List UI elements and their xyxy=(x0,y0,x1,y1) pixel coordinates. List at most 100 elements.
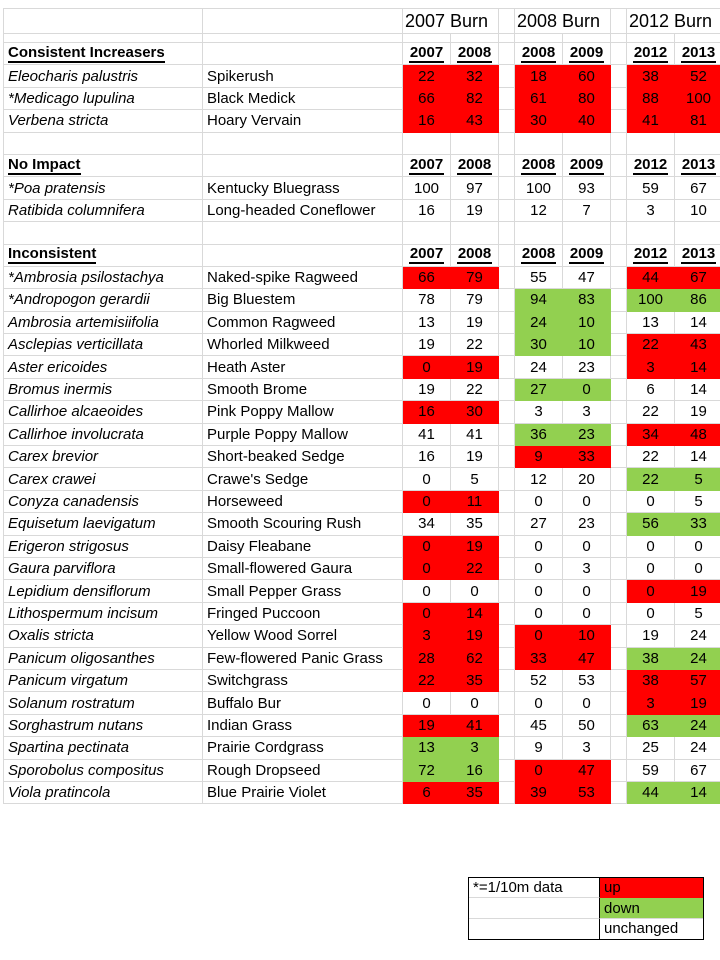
value: 61 xyxy=(530,89,547,107)
value: 47 xyxy=(578,649,595,667)
common-name: Kentucky Bluegrass xyxy=(207,179,340,197)
table-row: Spartina pectinata Prairie Cordgrass 13 3 9 3… xyxy=(4,737,720,760)
value: 22 xyxy=(642,470,659,488)
year-header: 2012 xyxy=(632,155,669,175)
value: 27 xyxy=(530,515,547,533)
value-cell: 0 xyxy=(403,490,451,514)
common-name: Buffalo Bur xyxy=(207,694,281,712)
common-name-cell: Fringed Puccoon xyxy=(203,602,403,626)
common-name: Small Pepper Grass xyxy=(207,582,342,600)
spacer-cell xyxy=(499,43,515,66)
year-header-cell: 2012 xyxy=(627,43,675,66)
empty-cell xyxy=(627,34,675,43)
species-name: Spartina pectinata xyxy=(8,739,129,757)
year-header: 2007 xyxy=(408,155,445,175)
common-name-cell: Blue Prairie Violet xyxy=(203,781,403,805)
value-cell: 0 xyxy=(451,692,499,715)
value: 53 xyxy=(578,784,595,802)
value-cell: 88 xyxy=(627,87,675,111)
spacer-cell xyxy=(611,669,627,693)
empty-cell xyxy=(515,132,563,155)
value-cell: 0 xyxy=(403,580,451,603)
species-name: *Ambrosia psilostachya xyxy=(8,269,164,287)
spacer-cell xyxy=(611,423,627,447)
species-name: Gaura parviflora xyxy=(8,560,116,578)
value: 0 xyxy=(694,560,703,578)
value-cell: 67 xyxy=(675,760,720,782)
table-row: Panicum virgatum Switchgrass 22 35 52 53 38 57 xyxy=(4,669,720,693)
value: 38 xyxy=(642,649,659,667)
value: 0 xyxy=(534,582,543,600)
value: 35 xyxy=(466,672,483,690)
common-name: Heath Aster xyxy=(207,358,286,376)
value-cell: 13 xyxy=(403,737,451,760)
value: 3 xyxy=(646,201,655,219)
common-name: Common Ragweed xyxy=(207,313,336,331)
value-cell: 94 xyxy=(515,289,563,312)
spacer-cell xyxy=(611,132,627,155)
value-cell: 32 xyxy=(451,65,499,88)
value: 0 xyxy=(470,582,479,600)
value-cell: 56 xyxy=(627,513,675,536)
year-header: 2013 xyxy=(680,43,717,63)
value: 30 xyxy=(466,403,483,421)
burn-group-header: 2007 Burn xyxy=(403,9,499,34)
value: 43 xyxy=(690,336,707,354)
species-cell: Oxalis stricta xyxy=(4,625,203,648)
empty-cell xyxy=(451,222,499,245)
value-cell: 0 xyxy=(515,759,563,782)
common-name-cell: Small-flowered Gaura xyxy=(203,557,403,581)
species-cell: Viola pratincola xyxy=(4,781,203,805)
value: 30 xyxy=(530,336,547,354)
species-name: Erigeron strigosus xyxy=(8,537,129,555)
value: 22 xyxy=(642,403,659,421)
value-cell: 0 xyxy=(515,490,563,514)
value-cell: 100 xyxy=(515,177,563,200)
value: 3 xyxy=(582,739,591,757)
value: 3 xyxy=(646,694,655,712)
species-cell: Erigeron strigosus xyxy=(4,535,203,558)
value-cell: 79 xyxy=(451,289,499,312)
value: 100 xyxy=(525,179,552,197)
common-name: Crawe's Sedge xyxy=(207,470,309,488)
value-cell: 0 xyxy=(627,580,675,603)
common-name: Fringed Puccoon xyxy=(207,604,321,622)
value-cell: 12 xyxy=(515,199,563,223)
section-gap-row xyxy=(4,132,720,155)
common-name-cell: Spikerush xyxy=(203,65,403,88)
value-cell: 14 xyxy=(675,781,720,805)
species-cell: Equisetum laevigatum xyxy=(4,513,203,536)
value: 19 xyxy=(690,582,707,600)
common-name: Smooth Scouring Rush xyxy=(207,515,362,533)
value: 0 xyxy=(646,560,655,578)
value-cell: 19 xyxy=(403,714,451,738)
spacer-cell xyxy=(499,334,515,357)
value: 0 xyxy=(582,537,591,555)
spacer-cell xyxy=(611,557,627,581)
common-name-cell: Indian Grass xyxy=(203,714,403,738)
value: 5 xyxy=(694,604,703,622)
value: 27 xyxy=(530,381,547,399)
value: 86 xyxy=(690,291,707,309)
species-name: *Medicago lupulina xyxy=(8,89,135,107)
value: 80 xyxy=(578,89,595,107)
value: 13 xyxy=(642,313,659,331)
year-header-cell: 2007 xyxy=(403,43,451,66)
value-cell: 22 xyxy=(403,65,451,88)
species-name: Ratibida columnifera xyxy=(8,201,145,219)
spacer-cell xyxy=(499,647,515,670)
value-cell: 0 xyxy=(403,535,451,558)
value-cell: 24 xyxy=(675,714,720,738)
value: 19 xyxy=(642,627,659,645)
common-name-cell: Daisy Fleabane xyxy=(203,535,403,558)
spacer-cell xyxy=(611,401,627,424)
value-cell: 35 xyxy=(451,781,499,805)
value: 59 xyxy=(642,179,659,197)
table-row: Verbena stricta Hoary Vervain 16 43 30 40 41 81 xyxy=(4,110,720,133)
burn-group-header: 2008 Burn xyxy=(515,9,611,34)
value: 41 xyxy=(466,716,483,734)
value: 14 xyxy=(690,381,707,399)
section-header-row: Consistent Increasers 2007 2008 2008 2009 201… xyxy=(4,43,720,66)
spacer-cell xyxy=(499,468,515,491)
year-header: 2012 xyxy=(632,245,669,265)
